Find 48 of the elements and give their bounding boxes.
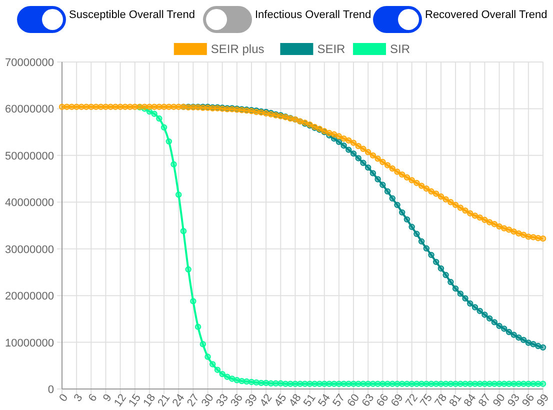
text: Susceptible Overall Trend xyxy=(69,9,195,21)
x-tick-label: 69 xyxy=(388,392,406,409)
legend-label: SEIR plus xyxy=(210,42,264,56)
x-tick-label: 84 xyxy=(462,392,479,409)
x-tick-label: 27 xyxy=(184,392,202,409)
x-tick-label: 96 xyxy=(520,392,538,409)
x-tick-label: 81 xyxy=(447,392,464,409)
y-tick-label: 40000000 xyxy=(5,197,54,210)
x-tick-label: 87 xyxy=(476,392,494,409)
x-tick-label: 51 xyxy=(302,392,318,409)
x-tick-label: 15 xyxy=(126,392,144,409)
x-tick-label: 54 xyxy=(316,392,333,409)
x-tick-label: 9 xyxy=(100,392,114,404)
text: Infectious Overall Trend xyxy=(255,9,372,21)
x-tick-label: 36 xyxy=(228,392,246,409)
x-tick-label: 60 xyxy=(345,392,362,409)
x-tick-label: 78 xyxy=(432,392,450,409)
x-tick-label: 66 xyxy=(374,392,392,409)
x-tick-label: 99 xyxy=(534,392,552,409)
x-tick-label: 39 xyxy=(243,392,260,409)
y-tick-label: 30000000 xyxy=(5,244,54,256)
y-tick-label: 0 xyxy=(48,384,54,396)
x-tick-label: 90 xyxy=(491,392,508,409)
x-tick-label: 24 xyxy=(170,392,188,409)
y-tick-label: 50000000 xyxy=(5,150,54,162)
legend-label: SEIR xyxy=(317,42,346,56)
x-tick-label: 6 xyxy=(86,392,100,404)
y-tick-label: 20000000 xyxy=(5,290,54,303)
x-tick-label: 0 xyxy=(57,392,71,404)
y-tick-label: 70000000 xyxy=(5,57,54,69)
x-tick-label: 63 xyxy=(360,392,377,409)
y-tick-label: 60000000 xyxy=(5,104,54,116)
x-tick-label: 12 xyxy=(112,392,129,409)
x-tick-label: 21 xyxy=(156,392,173,409)
x-tick-label: 30 xyxy=(200,392,216,409)
x-tick-label: 33 xyxy=(214,392,231,409)
x-tick-label: 18 xyxy=(141,392,158,409)
x-tick-label: 45 xyxy=(272,392,290,409)
x-tick-label: 72 xyxy=(404,392,420,409)
x-tick-label: 48 xyxy=(286,392,304,409)
x-tick-label: 3 xyxy=(72,392,86,404)
text: Recovered Overall Trend xyxy=(425,9,548,21)
x-tick-label: 75 xyxy=(418,392,436,409)
legend-label: SIR xyxy=(390,42,410,56)
x-tick-label: 57 xyxy=(330,392,348,409)
x-tick-label: 42 xyxy=(258,392,275,409)
x-tick-label: 93 xyxy=(506,392,522,409)
y-tick-label: 10000000 xyxy=(5,337,54,350)
